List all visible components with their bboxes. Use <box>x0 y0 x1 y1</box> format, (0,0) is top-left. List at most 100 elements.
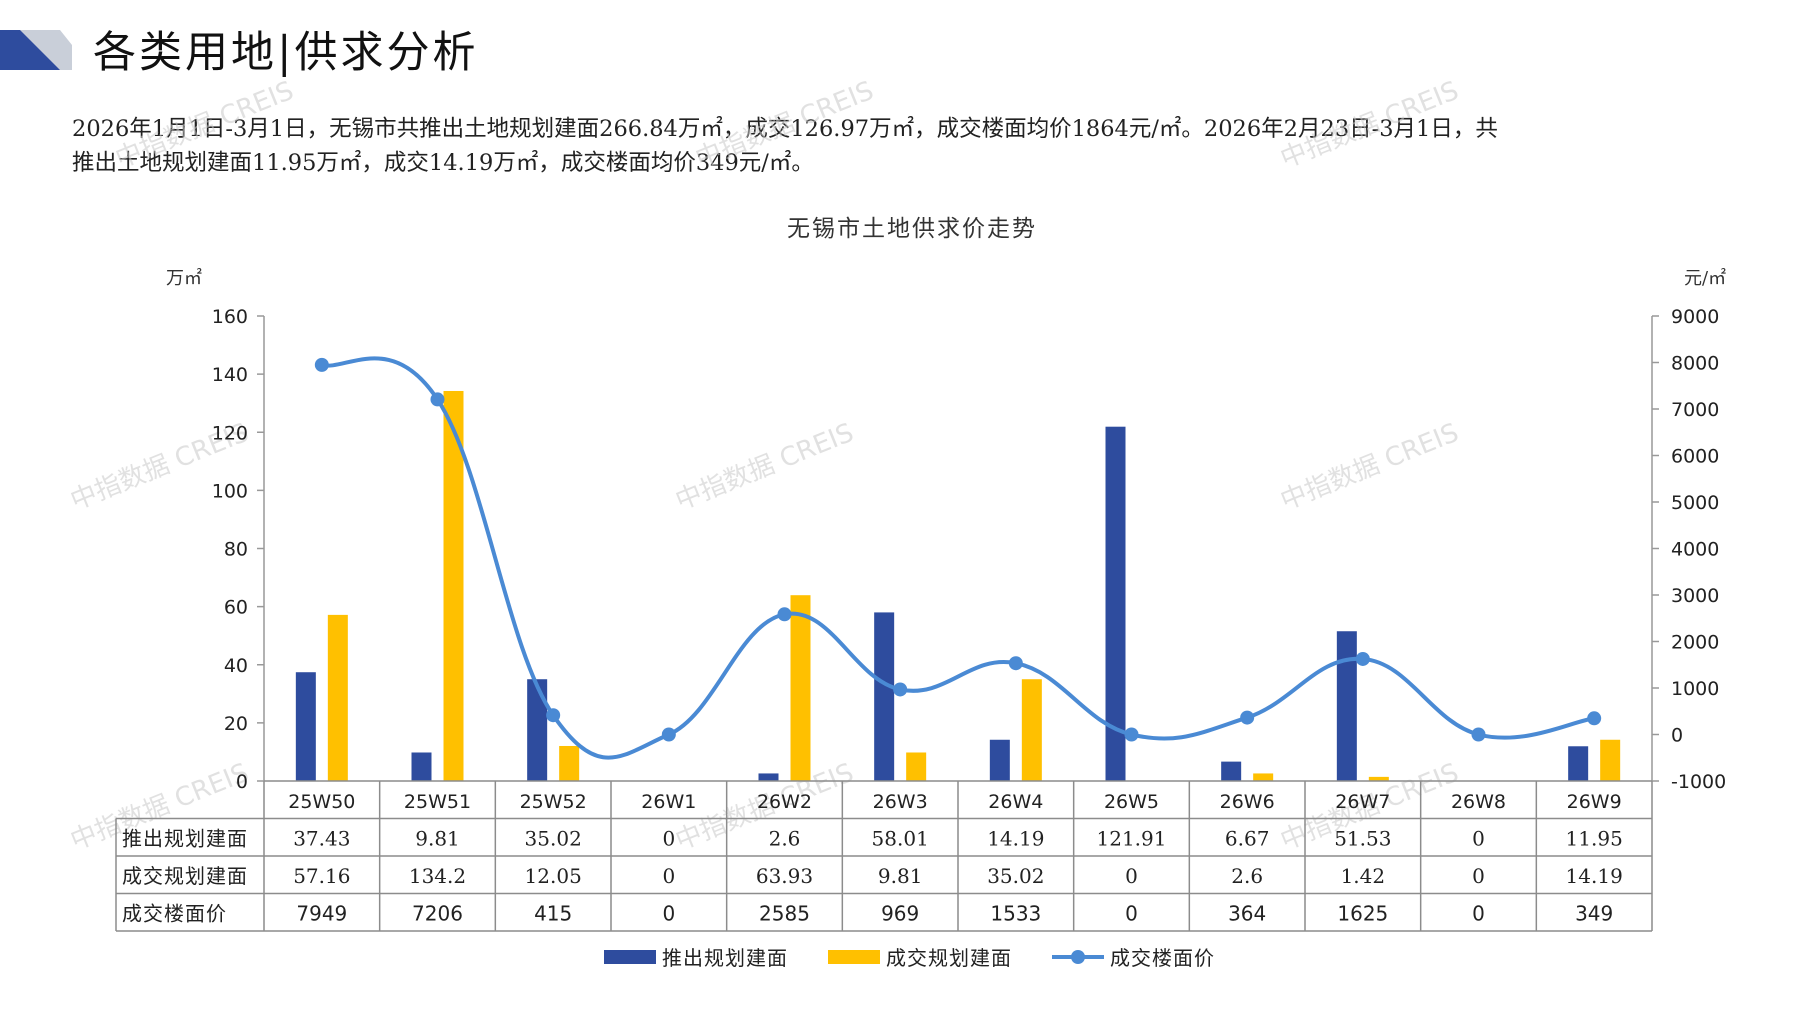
left-tick-label-20: 20 <box>224 713 248 735</box>
category-label-25W50: 25W50 <box>288 791 355 813</box>
table-row-header-2: 成交规划建面 <box>122 864 248 888</box>
table-row-header-3: 成交楼面价 <box>122 902 227 926</box>
deal-area-bar-25W50 <box>327 614 348 781</box>
right-axis-unit: 元/㎡ <box>1684 267 1726 289</box>
table-cell-3-26W9: 349 <box>1575 902 1613 926</box>
right-tick-label-0: 0 <box>1671 725 1683 747</box>
supply-bar-26W6 <box>1221 761 1242 781</box>
left-tick-label-160: 160 <box>212 306 248 328</box>
page-title: 各类用地|供求分析 <box>93 28 479 78</box>
chart-title: 无锡市土地供求价走势 <box>787 216 1037 242</box>
table-cell-3-26W1: 0 <box>662 902 675 926</box>
summary-text: 2026年1月1日-3月1日，无锡市共推出土地规划建面266.84万㎡，成交12… <box>72 112 1752 180</box>
deal-area-bar-25W52 <box>559 745 580 781</box>
right-tick-label-7000: 7000 <box>1671 399 1719 421</box>
table-cell-2-26W5: 0 <box>1125 864 1138 888</box>
table-cell-3-26W8: 0 <box>1472 902 1485 926</box>
category-label-26W7: 26W7 <box>1335 791 1390 813</box>
table-cell-3-25W51: 7206 <box>412 902 463 926</box>
price-point-26W3 <box>893 682 908 697</box>
table-row-header-1: 推出规划建面 <box>122 827 248 851</box>
supply-bar-26W4 <box>989 739 1010 781</box>
supply-bar-26W2 <box>758 773 779 781</box>
table-cell-1-25W50: 37.43 <box>293 827 350 851</box>
table-cell-2-26W7: 1.42 <box>1341 864 1386 888</box>
price-point-25W52 <box>546 708 561 723</box>
table-cell-1-26W4: 14.19 <box>987 827 1044 851</box>
category-label-25W52: 25W52 <box>520 791 587 813</box>
supply-bar-25W52 <box>527 679 548 781</box>
table-cell-1-26W3: 58.01 <box>872 827 929 851</box>
header-logo-mark <box>0 30 72 70</box>
price-point-26W5 <box>1124 727 1139 742</box>
legend-swatch-deal-area <box>828 950 880 964</box>
summary-line-2: 推出土地规划建面11.95万㎡，成交14.19万㎡，成交楼面均价349元/㎡。 <box>72 150 814 176</box>
legend-marker-price <box>1071 950 1085 964</box>
table-cell-2-26W4: 35.02 <box>987 864 1044 888</box>
table-cell-2-26W9: 14.19 <box>1566 864 1623 888</box>
deal-area-bar-26W2 <box>790 595 811 781</box>
watermark-3: 中指数据 CREIS <box>1276 418 1463 517</box>
price-point-26W2 <box>777 607 792 622</box>
category-label-26W4: 26W4 <box>988 791 1043 813</box>
price-point-26W4 <box>1008 656 1023 671</box>
right-tick-label-1000: 1000 <box>1671 678 1719 700</box>
deal-area-bar-25W51 <box>443 390 464 781</box>
table-cell-1-25W51: 9.81 <box>415 827 460 851</box>
deal-area-bar-26W4 <box>1021 679 1042 781</box>
category-label-25W51: 25W51 <box>404 791 471 813</box>
price-point-26W9 <box>1587 711 1602 726</box>
table-cell-3-26W2: 2585 <box>759 902 810 926</box>
deal-area-bar-26W7 <box>1368 776 1389 781</box>
deal-area-bar-26W3 <box>906 752 927 781</box>
deal-area-bar-26W9 <box>1600 739 1621 781</box>
left-tick-label-100: 100 <box>212 480 248 502</box>
watermark-9: 中指数据 CREIS <box>1276 76 1463 175</box>
left-tick-label-40: 40 <box>224 655 248 677</box>
supply-bar-26W3 <box>874 612 895 781</box>
right-tick-label-6000: 6000 <box>1671 446 1719 468</box>
category-label-26W9: 26W9 <box>1567 791 1622 813</box>
page-header: 各类用地|供求分析 <box>0 0 1797 100</box>
category-label-26W1: 26W1 <box>641 791 696 813</box>
category-label-26W5: 26W5 <box>1104 791 1159 813</box>
price-point-26W7 <box>1355 651 1370 666</box>
table-cell-2-25W51: 134.2 <box>409 864 466 888</box>
price-point-26W8 <box>1471 727 1486 742</box>
left-tick-label-0: 0 <box>236 771 248 793</box>
table-cell-2-26W8: 0 <box>1472 864 1485 888</box>
table-cell-1-26W5: 121.91 <box>1097 827 1167 851</box>
table-cell-2-26W6: 2.6 <box>1231 864 1263 888</box>
table-cell-3-26W6: 364 <box>1228 902 1266 926</box>
price-line <box>321 356 1595 760</box>
table-cell-2-25W52: 12.05 <box>525 864 582 888</box>
right-tick-label-5000: 5000 <box>1671 492 1719 514</box>
left-tick-label-140: 140 <box>212 364 248 386</box>
price-point-26W6 <box>1240 710 1255 725</box>
deal-area-bar-26W6 <box>1253 773 1274 781</box>
category-label-26W6: 26W6 <box>1220 791 1275 813</box>
watermark-2: 中指数据 CREIS <box>671 418 858 517</box>
legend-label-supply: 推出规划建面 <box>662 946 788 970</box>
table-cell-2-26W3: 9.81 <box>878 864 923 888</box>
right-tick-label-8000: 8000 <box>1671 353 1719 375</box>
price-point-25W50 <box>314 357 329 372</box>
right-tick-label-4000: 4000 <box>1671 539 1719 561</box>
supply-bar-25W51 <box>411 752 432 781</box>
table-cell-2-26W2: 63.93 <box>756 864 813 888</box>
table-cell-3-26W4: 1533 <box>990 902 1041 926</box>
watermark-8: 中指数据 CREIS <box>691 76 878 175</box>
table-cell-1-26W8: 0 <box>1472 827 1485 851</box>
legend-label-price: 成交楼面价 <box>1110 946 1215 970</box>
supply-bar-26W9 <box>1568 746 1589 781</box>
left-tick-label-120: 120 <box>212 422 248 444</box>
table-cell-1-26W2: 2.6 <box>769 827 801 851</box>
right-tick-label--1000: -1000 <box>1671 771 1726 793</box>
left-tick-label-60: 60 <box>224 597 248 619</box>
supply-bar-26W5 <box>1105 426 1126 781</box>
right-tick-label-3000: 3000 <box>1671 585 1719 607</box>
right-tick-label-2000: 2000 <box>1671 632 1719 654</box>
category-label-26W2: 26W2 <box>757 791 812 813</box>
watermark-7: 中指数据 CREIS <box>111 76 298 175</box>
